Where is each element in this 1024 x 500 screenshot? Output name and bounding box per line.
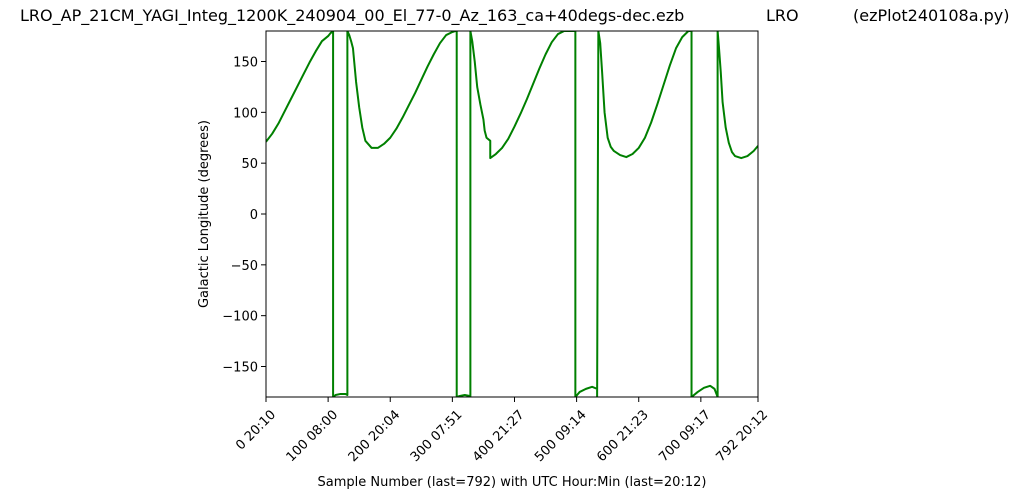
y-tick-label: 50 xyxy=(241,157,258,172)
x-axis-label: Sample Number (last=792) with UTC Hour:M… xyxy=(318,475,707,490)
plot-frame xyxy=(265,30,759,398)
x-tick-label: 600 21:23 xyxy=(594,407,652,465)
x-tick-label: 500 09:14 xyxy=(532,407,590,465)
station-label: LRO xyxy=(766,6,799,25)
y-tick-label: −150 xyxy=(222,361,258,376)
y-tick-label: 0 xyxy=(250,208,258,223)
x-tick-label: 300 07:51 xyxy=(408,407,466,465)
x-tick-label: 792 20:12 xyxy=(713,407,771,465)
program-label: (ezPlot240108a.py) xyxy=(853,6,1010,25)
x-tick-label: 100 08:00 xyxy=(284,407,342,465)
y-tick-label: −50 xyxy=(231,259,258,274)
file-title: LRO_AP_21CM_YAGI_Integ_1200K_240904_00_E… xyxy=(20,6,685,25)
x-tick-label: 700 09:17 xyxy=(656,407,714,465)
y-tick-label: 100 xyxy=(233,106,258,121)
y-tick-label: 150 xyxy=(233,56,258,71)
series-line-0 xyxy=(266,31,758,397)
y-axis-label: Galactic Longitude (degrees) xyxy=(197,120,212,308)
x-tick-label: 400 21:27 xyxy=(470,407,528,465)
x-tick-label: 0 20:10 xyxy=(233,407,279,453)
x-tick-label: 200 20:04 xyxy=(346,407,404,465)
y-tick-label: −100 xyxy=(222,310,258,325)
